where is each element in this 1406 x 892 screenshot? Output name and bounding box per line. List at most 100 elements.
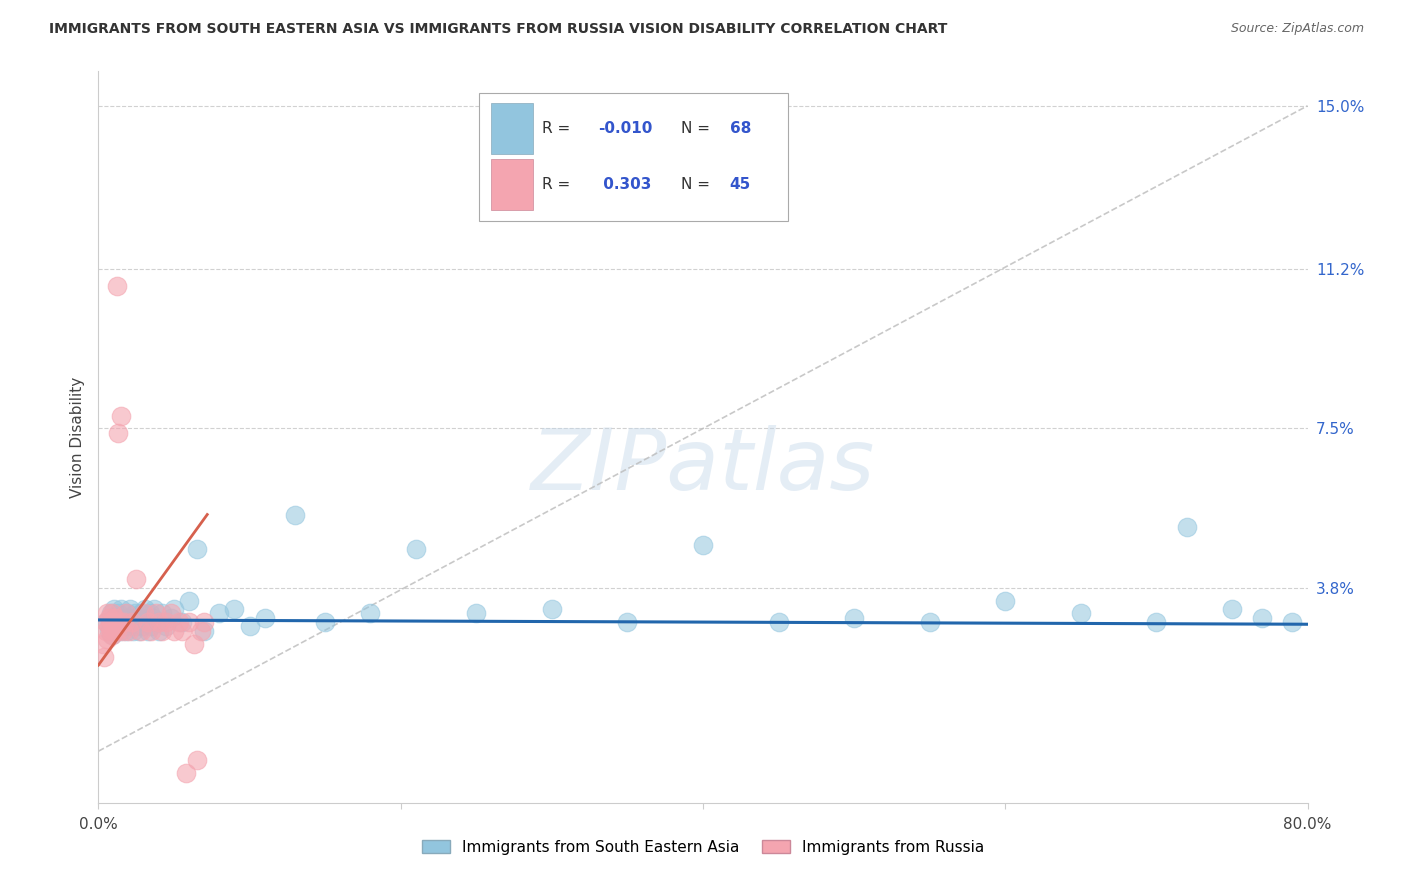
Text: N =: N =: [682, 178, 710, 193]
Point: [96, 607, 118, 621]
Point: [1144, 615, 1167, 629]
Point: [100, 624, 122, 638]
Point: [114, 624, 136, 638]
Point: [108, 615, 131, 629]
Point: [129, 624, 152, 638]
Text: IMMIGRANTS FROM SOUTH EASTERN ASIA VS IMMIGRANTS FROM RUSSIA VISION DISABILITY C: IMMIGRANTS FROM SOUTH EASTERN ASIA VS IM…: [49, 22, 948, 37]
Point: [131, 619, 153, 633]
Point: [118, 624, 141, 638]
Point: [239, 619, 262, 633]
Text: Source: ZipAtlas.com: Source: ZipAtlas.com: [1230, 22, 1364, 36]
FancyBboxPatch shape: [492, 160, 533, 210]
Point: [132, 607, 155, 621]
Point: [143, 602, 166, 616]
Legend: Immigrants from South Eastern Asia, Immigrants from Russia: Immigrants from South Eastern Asia, Immi…: [416, 834, 990, 861]
Point: [125, 611, 148, 625]
Point: [405, 541, 427, 556]
Point: [105, 615, 128, 629]
Text: 0.303: 0.303: [598, 178, 651, 193]
Point: [142, 611, 165, 625]
Point: [122, 624, 145, 638]
Point: [135, 615, 157, 629]
Text: ZIPatlas: ZIPatlas: [531, 425, 875, 508]
Point: [107, 425, 129, 440]
Point: [104, 619, 127, 633]
Point: [98, 611, 121, 625]
Point: [616, 615, 638, 629]
Text: 68: 68: [730, 121, 751, 136]
Point: [1251, 611, 1274, 625]
Text: 45: 45: [730, 178, 751, 193]
Point: [314, 615, 336, 629]
Point: [163, 602, 186, 616]
Point: [145, 615, 167, 629]
Point: [103, 611, 125, 625]
Point: [125, 619, 148, 633]
Point: [1281, 615, 1303, 629]
Text: N =: N =: [682, 121, 710, 136]
Point: [132, 611, 155, 625]
Text: R =: R =: [543, 121, 571, 136]
Point: [148, 615, 170, 629]
Point: [155, 619, 177, 633]
Point: [155, 615, 177, 629]
Point: [98, 619, 121, 633]
Point: [179, 593, 201, 607]
Point: [918, 615, 941, 629]
Point: [121, 615, 143, 629]
Point: [105, 624, 128, 638]
Point: [125, 572, 148, 586]
Point: [193, 624, 215, 638]
Point: [105, 279, 128, 293]
Point: [101, 628, 124, 642]
Point: [465, 607, 488, 621]
Point: [108, 624, 131, 638]
Point: [124, 607, 146, 621]
Point: [94, 615, 117, 629]
Point: [115, 607, 138, 621]
Point: [1070, 607, 1092, 621]
Point: [141, 624, 163, 638]
Point: [101, 628, 124, 642]
Point: [150, 624, 173, 638]
Point: [98, 624, 121, 638]
Point: [139, 607, 162, 621]
Point: [224, 602, 246, 616]
Point: [186, 541, 208, 556]
Point: [844, 611, 866, 625]
Point: [179, 615, 201, 629]
Point: [170, 615, 193, 629]
Y-axis label: Vision Disability: Vision Disability: [69, 376, 84, 498]
Point: [94, 624, 117, 638]
Point: [111, 624, 134, 638]
Point: [186, 753, 208, 767]
Point: [128, 624, 150, 638]
Point: [127, 615, 149, 629]
Point: [110, 409, 132, 423]
Point: [111, 619, 134, 633]
Point: [160, 607, 183, 621]
Point: [94, 615, 117, 629]
Point: [193, 615, 215, 629]
Point: [110, 602, 132, 616]
Point: [101, 607, 124, 621]
Point: [118, 611, 141, 625]
Point: [174, 765, 197, 780]
Point: [284, 508, 307, 522]
Point: [136, 615, 159, 629]
Point: [103, 624, 125, 638]
Point: [112, 615, 135, 629]
Point: [104, 611, 127, 625]
Point: [136, 624, 159, 638]
Point: [183, 637, 205, 651]
Point: [134, 602, 156, 616]
Point: [121, 615, 143, 629]
Point: [160, 611, 183, 625]
Point: [167, 615, 190, 629]
Point: [93, 649, 115, 664]
Point: [148, 624, 170, 638]
Point: [141, 619, 163, 633]
Point: [118, 619, 141, 633]
Point: [253, 611, 276, 625]
Point: [170, 624, 193, 638]
